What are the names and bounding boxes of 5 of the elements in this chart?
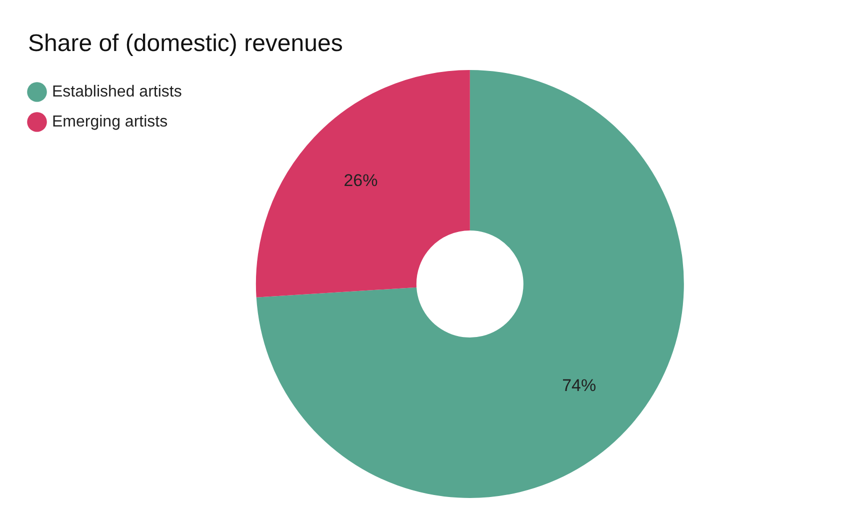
chart-title: Share of (domestic) revenues	[27, 29, 344, 59]
data-label: 74%	[562, 376, 596, 396]
legend-label: Established artists	[52, 83, 182, 100]
data-label: 26%	[344, 171, 378, 190]
legend-label: Emerging artists	[52, 113, 168, 130]
